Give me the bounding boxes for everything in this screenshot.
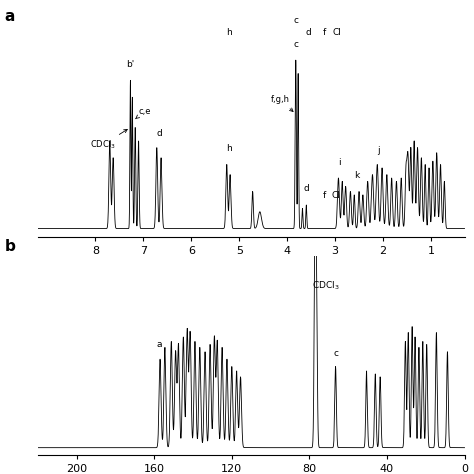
Text: CDCl$_3$: CDCl$_3$ — [312, 279, 340, 292]
Text: c,e: c,e — [136, 107, 151, 119]
Text: h: h — [226, 144, 232, 153]
Text: c: c — [333, 349, 338, 358]
Text: j: j — [377, 146, 380, 155]
Text: a: a — [156, 340, 162, 349]
Text: Cl: Cl — [331, 191, 340, 200]
Text: h: h — [226, 28, 232, 37]
Text: i: i — [338, 157, 341, 166]
Text: CDCl$_3$: CDCl$_3$ — [90, 129, 128, 151]
Text: c: c — [293, 39, 298, 48]
Text: c: c — [293, 16, 298, 25]
Text: d: d — [306, 28, 311, 37]
Text: d: d — [303, 184, 309, 193]
Text: Cl: Cl — [332, 28, 341, 37]
Text: f: f — [323, 28, 326, 37]
Text: b': b' — [126, 60, 135, 69]
Text: f: f — [323, 191, 326, 200]
Text: k: k — [354, 171, 359, 180]
Text: d: d — [156, 129, 162, 138]
Text: a: a — [5, 9, 15, 25]
X-axis label: Chemical shift (ppm): Chemical shift (ppm) — [186, 262, 317, 274]
Text: f,g,h: f,g,h — [271, 95, 293, 111]
Text: b: b — [5, 239, 16, 255]
